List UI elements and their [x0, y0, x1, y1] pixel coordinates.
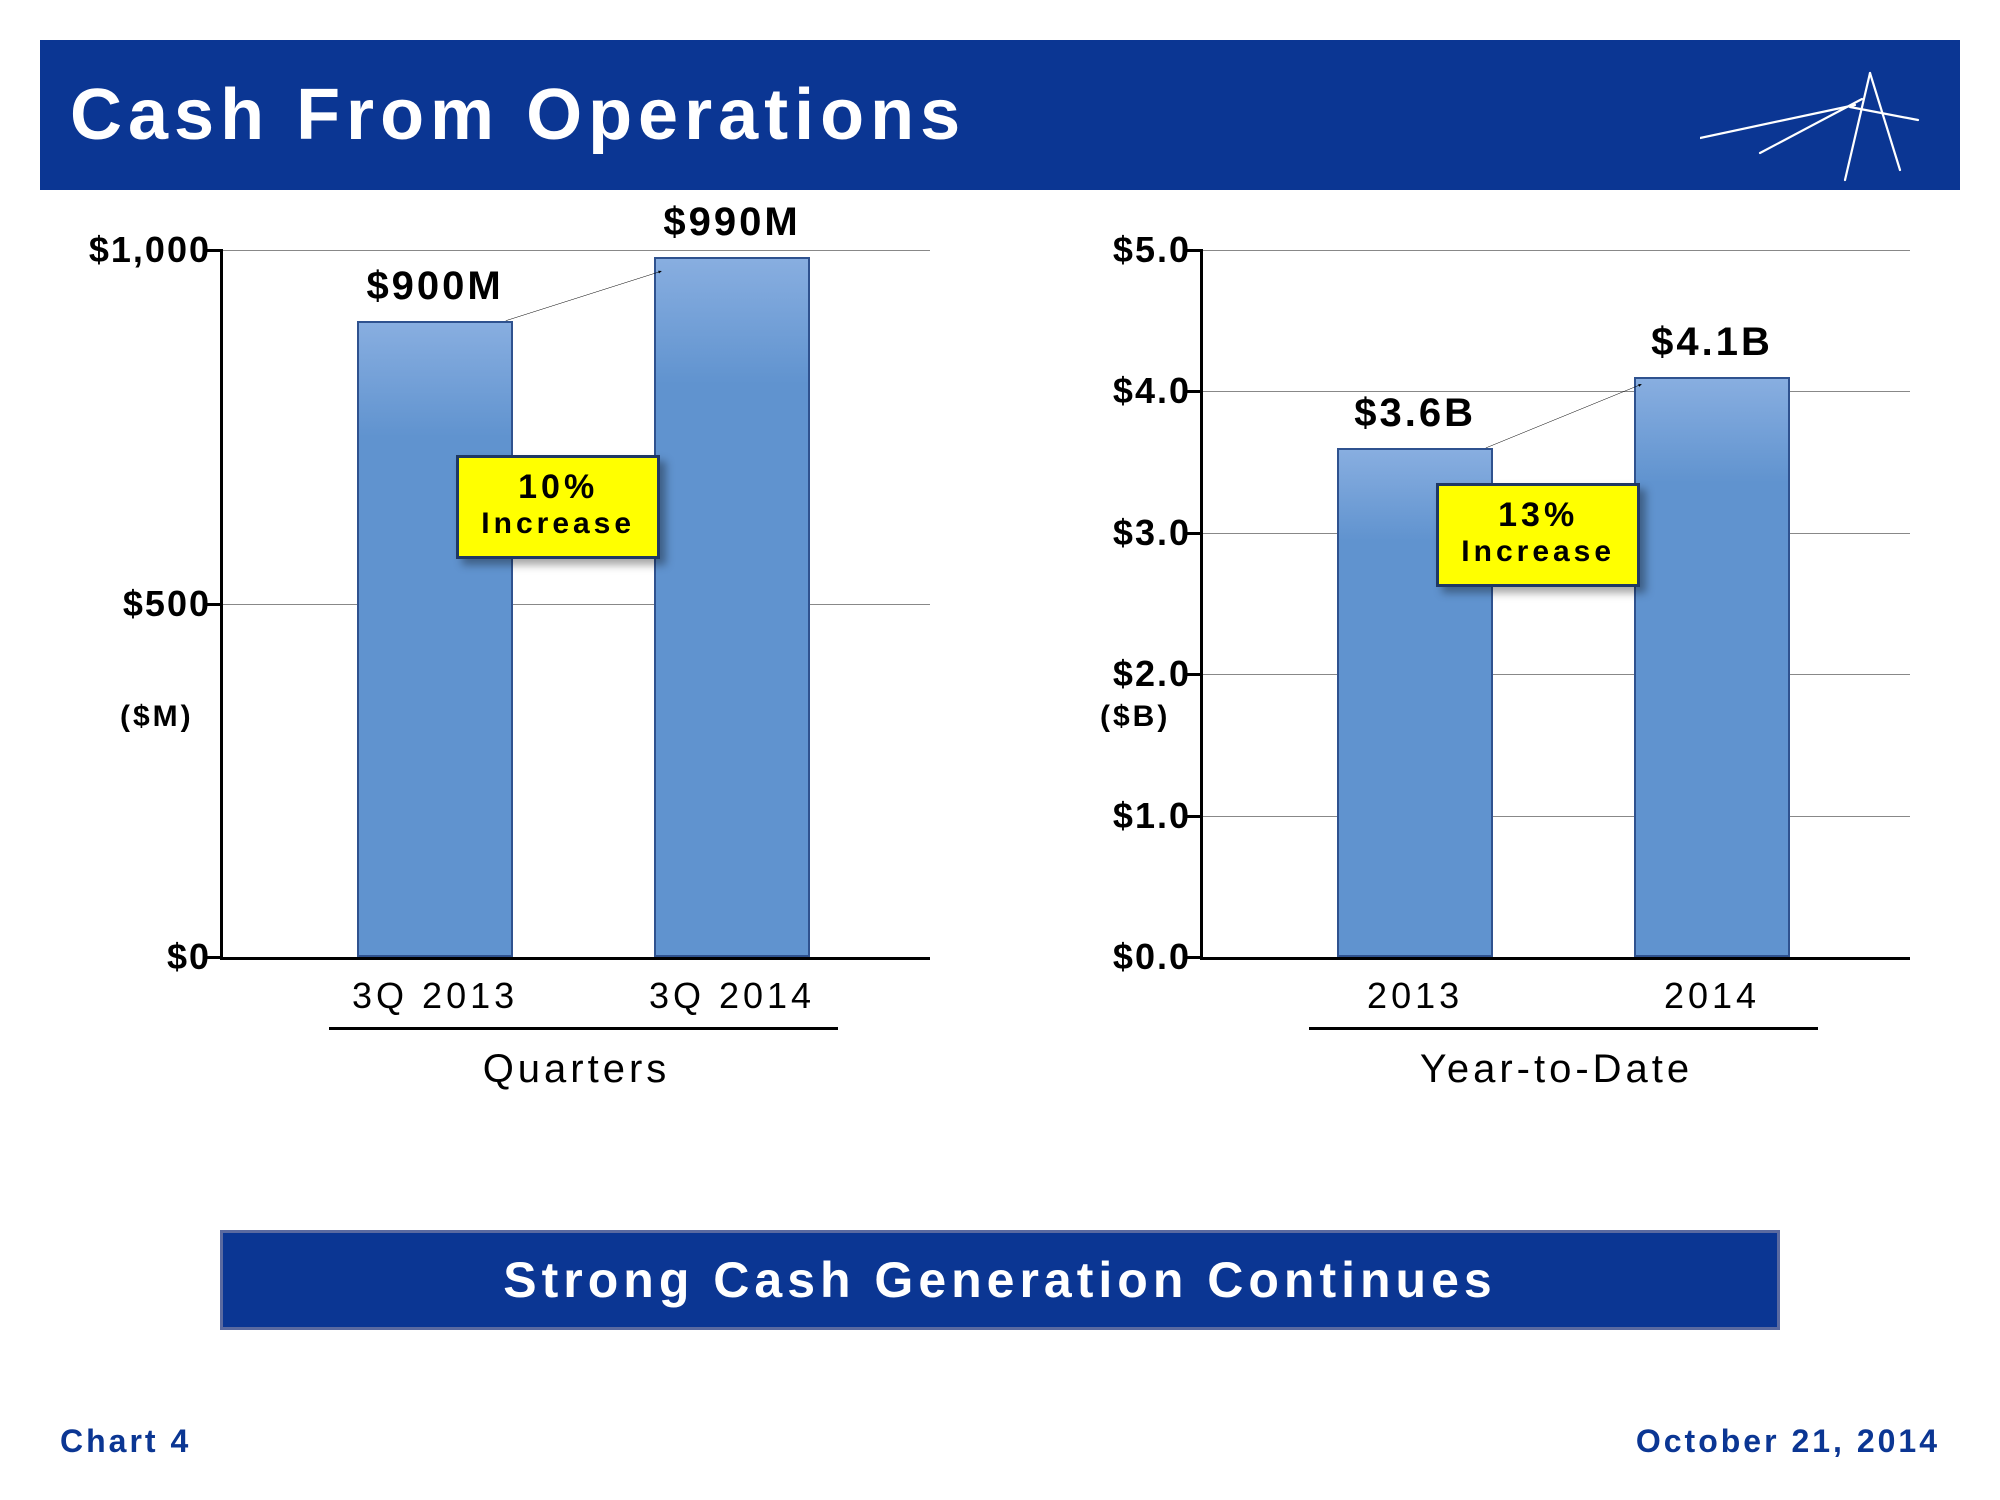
chart-quarters: ($M) $0$500$1,000$900M3Q 2013$990M3Q 201… [60, 230, 960, 1130]
bar-value-label: $3.6B [1354, 391, 1476, 436]
footer-date: October 21, 2014 [1636, 1423, 1940, 1460]
y-tick-label: $0 [167, 936, 211, 978]
bar-value-label: $990M [663, 200, 800, 245]
y-tick-label: $3.0 [1113, 512, 1191, 554]
y-tick-label: $2.0 [1113, 653, 1191, 695]
x-axis-rule [329, 1027, 838, 1030]
x-tick-label: 2014 [1664, 975, 1760, 1017]
x-tick-label: 3Q 2013 [352, 975, 518, 1017]
gridline [1203, 250, 1910, 251]
footer-chart-number: Chart 4 [60, 1423, 191, 1460]
y-tick-label: $1.0 [1113, 795, 1191, 837]
charts-row: ($M) $0$500$1,000$900M3Q 2013$990M3Q 201… [60, 230, 1940, 1130]
plot-area: $0$500$1,000$900M3Q 2013$990M3Q 2014Quar… [220, 250, 930, 960]
bar-value-label: $4.1B [1651, 320, 1773, 365]
bar [1634, 377, 1790, 957]
x-axis-title: Year-to-Date [1420, 1047, 1693, 1092]
title-bar: Cash From Operations [40, 40, 1960, 190]
callout-word: Increase [481, 507, 635, 542]
star-logo-icon [1700, 65, 1920, 195]
unit-label: ($B) [1100, 700, 1170, 734]
y-tick-label: $500 [123, 583, 211, 625]
page-title: Cash From Operations [70, 74, 966, 156]
x-tick-label: 3Q 2014 [649, 975, 815, 1017]
summary-banner: Strong Cash Generation Continues [220, 1230, 1780, 1330]
gridline [223, 604, 930, 605]
x-tick-label: 2013 [1367, 975, 1463, 1017]
increase-callout: 10%Increase [456, 455, 660, 559]
y-tick-label: $5.0 [1113, 229, 1191, 271]
callout-percent: 13% [1461, 496, 1615, 535]
gridline [1203, 674, 1910, 675]
bar [654, 257, 810, 957]
x-axis-rule [1309, 1027, 1818, 1030]
y-tick-label: $4.0 [1113, 370, 1191, 412]
gridline [1203, 816, 1910, 817]
bar [357, 321, 513, 957]
increase-arrow-icon [1203, 250, 1910, 957]
y-tick-label: $1,000 [89, 229, 211, 271]
chart-ytd: ($B) $0.0$1.0$2.0$3.0$4.0$5.0$3.6B2013$4… [1040, 230, 1940, 1130]
callout-percent: 10% [481, 468, 635, 507]
summary-text: Strong Cash Generation Continues [503, 1251, 1496, 1309]
callout-word: Increase [1461, 535, 1615, 570]
bar-value-label: $900M [366, 264, 503, 309]
x-axis-title: Quarters [483, 1047, 671, 1092]
gridline [223, 250, 930, 251]
plot-area: $0.0$1.0$2.0$3.0$4.0$5.0$3.6B2013$4.1B20… [1200, 250, 1910, 960]
increase-callout: 13%Increase [1436, 483, 1640, 587]
gridline [1203, 391, 1910, 392]
y-tick-label: $0.0 [1113, 936, 1191, 978]
unit-label: ($M) [120, 700, 194, 734]
